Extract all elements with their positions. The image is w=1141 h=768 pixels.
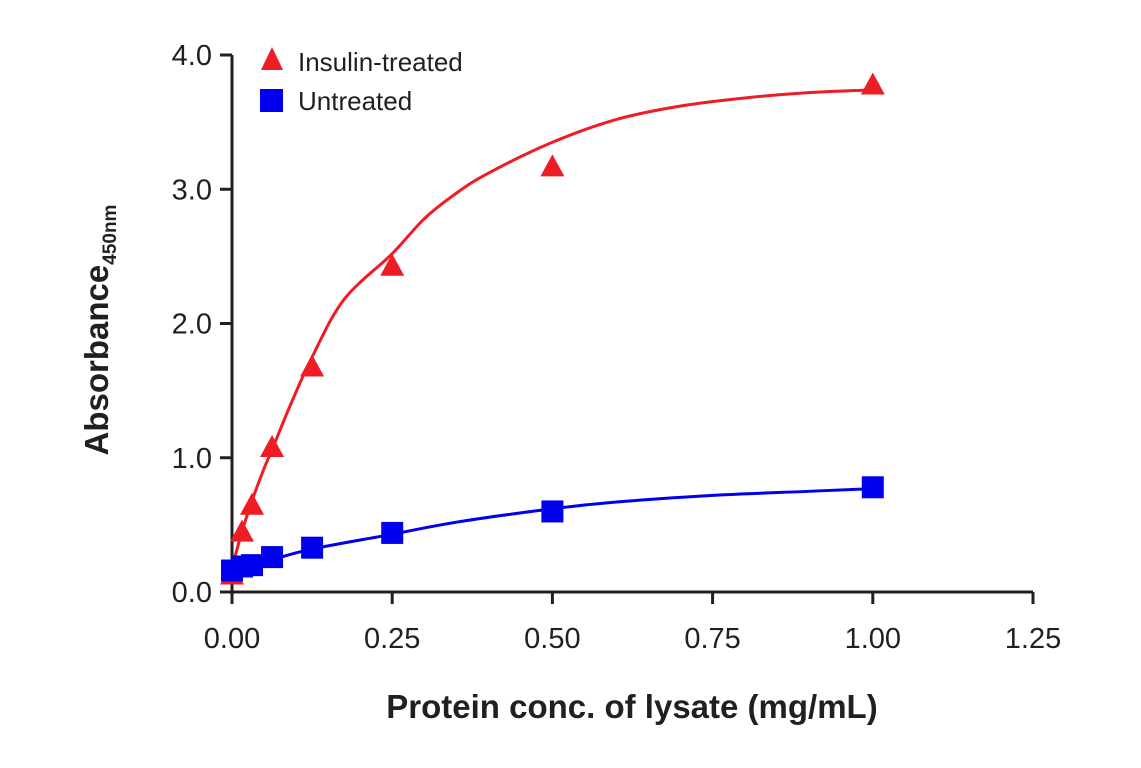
- y-tick-label: 1.0: [172, 443, 212, 475]
- x-tick-label: 1.00: [845, 623, 901, 655]
- x-tick-label: 0.50: [524, 623, 580, 655]
- data-point-insulin-treated: [860, 72, 885, 95]
- data-point-insulin-treated: [540, 154, 565, 177]
- data-point-insulin-treated: [380, 253, 405, 276]
- y-tick-label: 4.0: [172, 40, 212, 72]
- y-axis-title: Absorbance450nm: [78, 205, 121, 456]
- y-axis-title-main: Absorbance: [78, 265, 115, 456]
- data-point-untreated: [241, 554, 264, 577]
- x-axis-title: Protein conc. of lysate (mg/mL): [386, 688, 877, 725]
- series-layer: [220, 72, 885, 585]
- x-tick-label: 1.25: [1005, 623, 1061, 655]
- y-axis-title-subscript: 450nm: [100, 205, 121, 265]
- x-tick-label: 0.00: [204, 623, 260, 655]
- data-point-untreated: [301, 536, 324, 559]
- data-point-untreated: [861, 476, 884, 499]
- x-tick-label: 0.75: [684, 623, 740, 655]
- y-axis-ticks: 0.0 1.0 2.0 3.0 4.0: [172, 40, 232, 609]
- data-point-untreated: [541, 500, 564, 523]
- data-point-untreated: [381, 521, 404, 544]
- legend-label-insulin-treated: Insulin-treated: [298, 47, 463, 77]
- data-point-insulin-treated: [240, 492, 265, 515]
- legend: Insulin-treated Untreated: [260, 47, 463, 116]
- data-point-insulin-treated: [260, 435, 285, 458]
- legend-triangle-marker: [261, 47, 283, 70]
- legend-square-marker: [260, 89, 283, 112]
- y-tick-label: 0.0: [172, 577, 212, 609]
- x-tick-label: 0.25: [364, 623, 420, 655]
- y-tick-label: 3.0: [172, 174, 212, 206]
- legend-label-untreated: Untreated: [298, 86, 412, 116]
- data-point-insulin-treated: [300, 354, 325, 377]
- fit-curve-insulin-treated: [230, 88, 873, 569]
- data-point-untreated: [261, 546, 284, 569]
- x-axis-ticks: 0.00 0.25 0.50 0.75 1.00 1.25: [204, 592, 1061, 655]
- y-tick-label: 2.0: [172, 309, 212, 341]
- data-point-insulin-treated: [229, 519, 254, 542]
